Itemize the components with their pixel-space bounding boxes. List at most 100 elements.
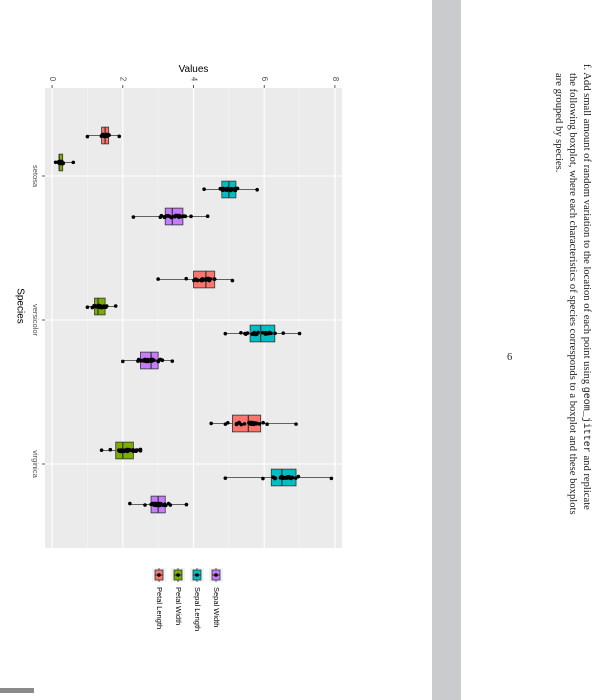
jitter-point bbox=[239, 330, 243, 335]
boxplot-chart: 0 2 4 6 8 Values setosa versicolor virginica Spec… bbox=[14, 64, 342, 631]
jitter-point bbox=[261, 476, 265, 481]
jitter-point bbox=[223, 331, 228, 336]
jitter-point bbox=[143, 358, 147, 363]
legend-entry: Sepal Width bbox=[209, 568, 223, 627]
jitter-point bbox=[226, 186, 230, 191]
jitter-point bbox=[239, 422, 243, 427]
legend-key-point bbox=[214, 573, 218, 577]
jitter-point bbox=[99, 134, 104, 138]
legend-key-point bbox=[176, 573, 180, 577]
boxplot-petal-width bbox=[99, 441, 143, 460]
jitter-point bbox=[230, 278, 235, 283]
value-tick-label: 0 bbox=[48, 77, 57, 82]
jitter-point bbox=[243, 331, 247, 336]
jitter-point bbox=[264, 331, 268, 336]
exercise-line-3: are grouped by species. bbox=[553, 73, 565, 173]
jitter-point bbox=[108, 447, 113, 452]
jitter-point bbox=[290, 475, 295, 480]
jitter-point bbox=[192, 278, 196, 283]
value-axis-title: Values bbox=[179, 64, 209, 75]
jitter-point bbox=[260, 330, 265, 335]
jitter-point bbox=[170, 359, 175, 363]
jitter-point bbox=[131, 449, 136, 453]
jitter-point bbox=[160, 358, 165, 363]
jitter-point bbox=[293, 476, 298, 480]
legend-label: Sepal Length bbox=[193, 587, 202, 631]
jitter-point bbox=[296, 474, 301, 479]
jitter-point bbox=[233, 186, 238, 191]
jitter-point bbox=[257, 422, 262, 426]
jitter-point bbox=[156, 359, 161, 364]
jitter-point bbox=[131, 215, 136, 219]
jitter-point bbox=[208, 277, 213, 281]
jitter-point bbox=[184, 276, 189, 281]
jitter-point bbox=[117, 448, 122, 453]
legend-entry: Petal Width bbox=[171, 568, 185, 625]
jitter-point bbox=[269, 331, 273, 336]
value-tick-label: 2 bbox=[119, 77, 128, 82]
boxplot-sepal-length bbox=[223, 468, 334, 487]
jitter-point bbox=[180, 214, 185, 219]
jitter-point bbox=[167, 214, 172, 219]
legend-label: Petal Width bbox=[174, 587, 183, 625]
jitter-point bbox=[128, 501, 132, 506]
boxplot-petal-width bbox=[53, 153, 76, 172]
jitter-point bbox=[234, 421, 239, 426]
boxplot-sepal-width bbox=[120, 351, 175, 370]
jitter-point bbox=[99, 448, 104, 452]
value-tick-label: 8 bbox=[331, 77, 340, 82]
jitter-point bbox=[53, 160, 58, 165]
jitter-point bbox=[248, 420, 252, 425]
page-indicator bbox=[0, 688, 34, 693]
jitter-point bbox=[171, 214, 176, 219]
document-page: 0 2 4 6 8 Values setosa versicolor virginica Spec… bbox=[14, 64, 342, 632]
page-divider bbox=[432, 0, 461, 700]
jitter-point bbox=[71, 160, 76, 165]
category-label: versicolor bbox=[31, 304, 40, 337]
category-axis-title: Species bbox=[14, 288, 25, 324]
text-column: f. Add small amount of random variation … bbox=[461, 0, 608, 700]
jitter-point bbox=[156, 277, 160, 281]
jitter-point bbox=[134, 448, 138, 453]
boxplot-petal-width bbox=[85, 297, 118, 316]
jitter-point bbox=[294, 422, 298, 426]
boxplot-petal-length bbox=[85, 126, 122, 145]
jitter-point bbox=[138, 447, 143, 452]
boxplot-petal-length bbox=[156, 270, 235, 289]
jitter-point bbox=[85, 305, 90, 310]
jitter-point bbox=[143, 503, 147, 507]
jitter-point bbox=[255, 187, 259, 192]
jitter-point bbox=[189, 214, 193, 219]
boxplot-sepal-length bbox=[202, 180, 259, 199]
jitter-point bbox=[218, 186, 223, 191]
legend-entry: Sepal Length bbox=[190, 568, 204, 631]
jitter-point bbox=[273, 331, 277, 336]
jitter-point bbox=[281, 331, 286, 335]
jitter-point bbox=[329, 476, 334, 481]
jitter-point bbox=[162, 215, 167, 220]
jitter-point bbox=[297, 331, 302, 336]
jitter-point bbox=[261, 420, 265, 425]
jitter-point bbox=[99, 305, 103, 310]
jitter-point bbox=[200, 278, 204, 283]
legend-key-point bbox=[195, 573, 199, 577]
jitter-point bbox=[184, 502, 189, 507]
jitter-point bbox=[273, 476, 278, 481]
jitter-point bbox=[163, 502, 167, 506]
jitter-point bbox=[205, 214, 210, 219]
exercise-line-2: the following boxplot, where each charac… bbox=[566, 73, 578, 515]
boxplot-sepal-length bbox=[223, 324, 302, 343]
exercise-label: f. bbox=[581, 64, 592, 71]
jitter-point bbox=[254, 332, 259, 337]
jitter-point bbox=[265, 422, 269, 427]
jitter-point bbox=[103, 305, 108, 310]
jitter-point bbox=[168, 503, 173, 507]
jitter-point bbox=[212, 277, 217, 281]
jitter-point bbox=[85, 134, 90, 139]
jitter-point bbox=[127, 448, 132, 452]
exercise-line-1: f. Add small amount of random variation … bbox=[580, 64, 592, 510]
jitter-point bbox=[250, 332, 255, 336]
legend-label: Petal Length bbox=[155, 587, 164, 629]
boxplot-sepal-width bbox=[128, 495, 189, 514]
jitter-point bbox=[102, 134, 107, 138]
